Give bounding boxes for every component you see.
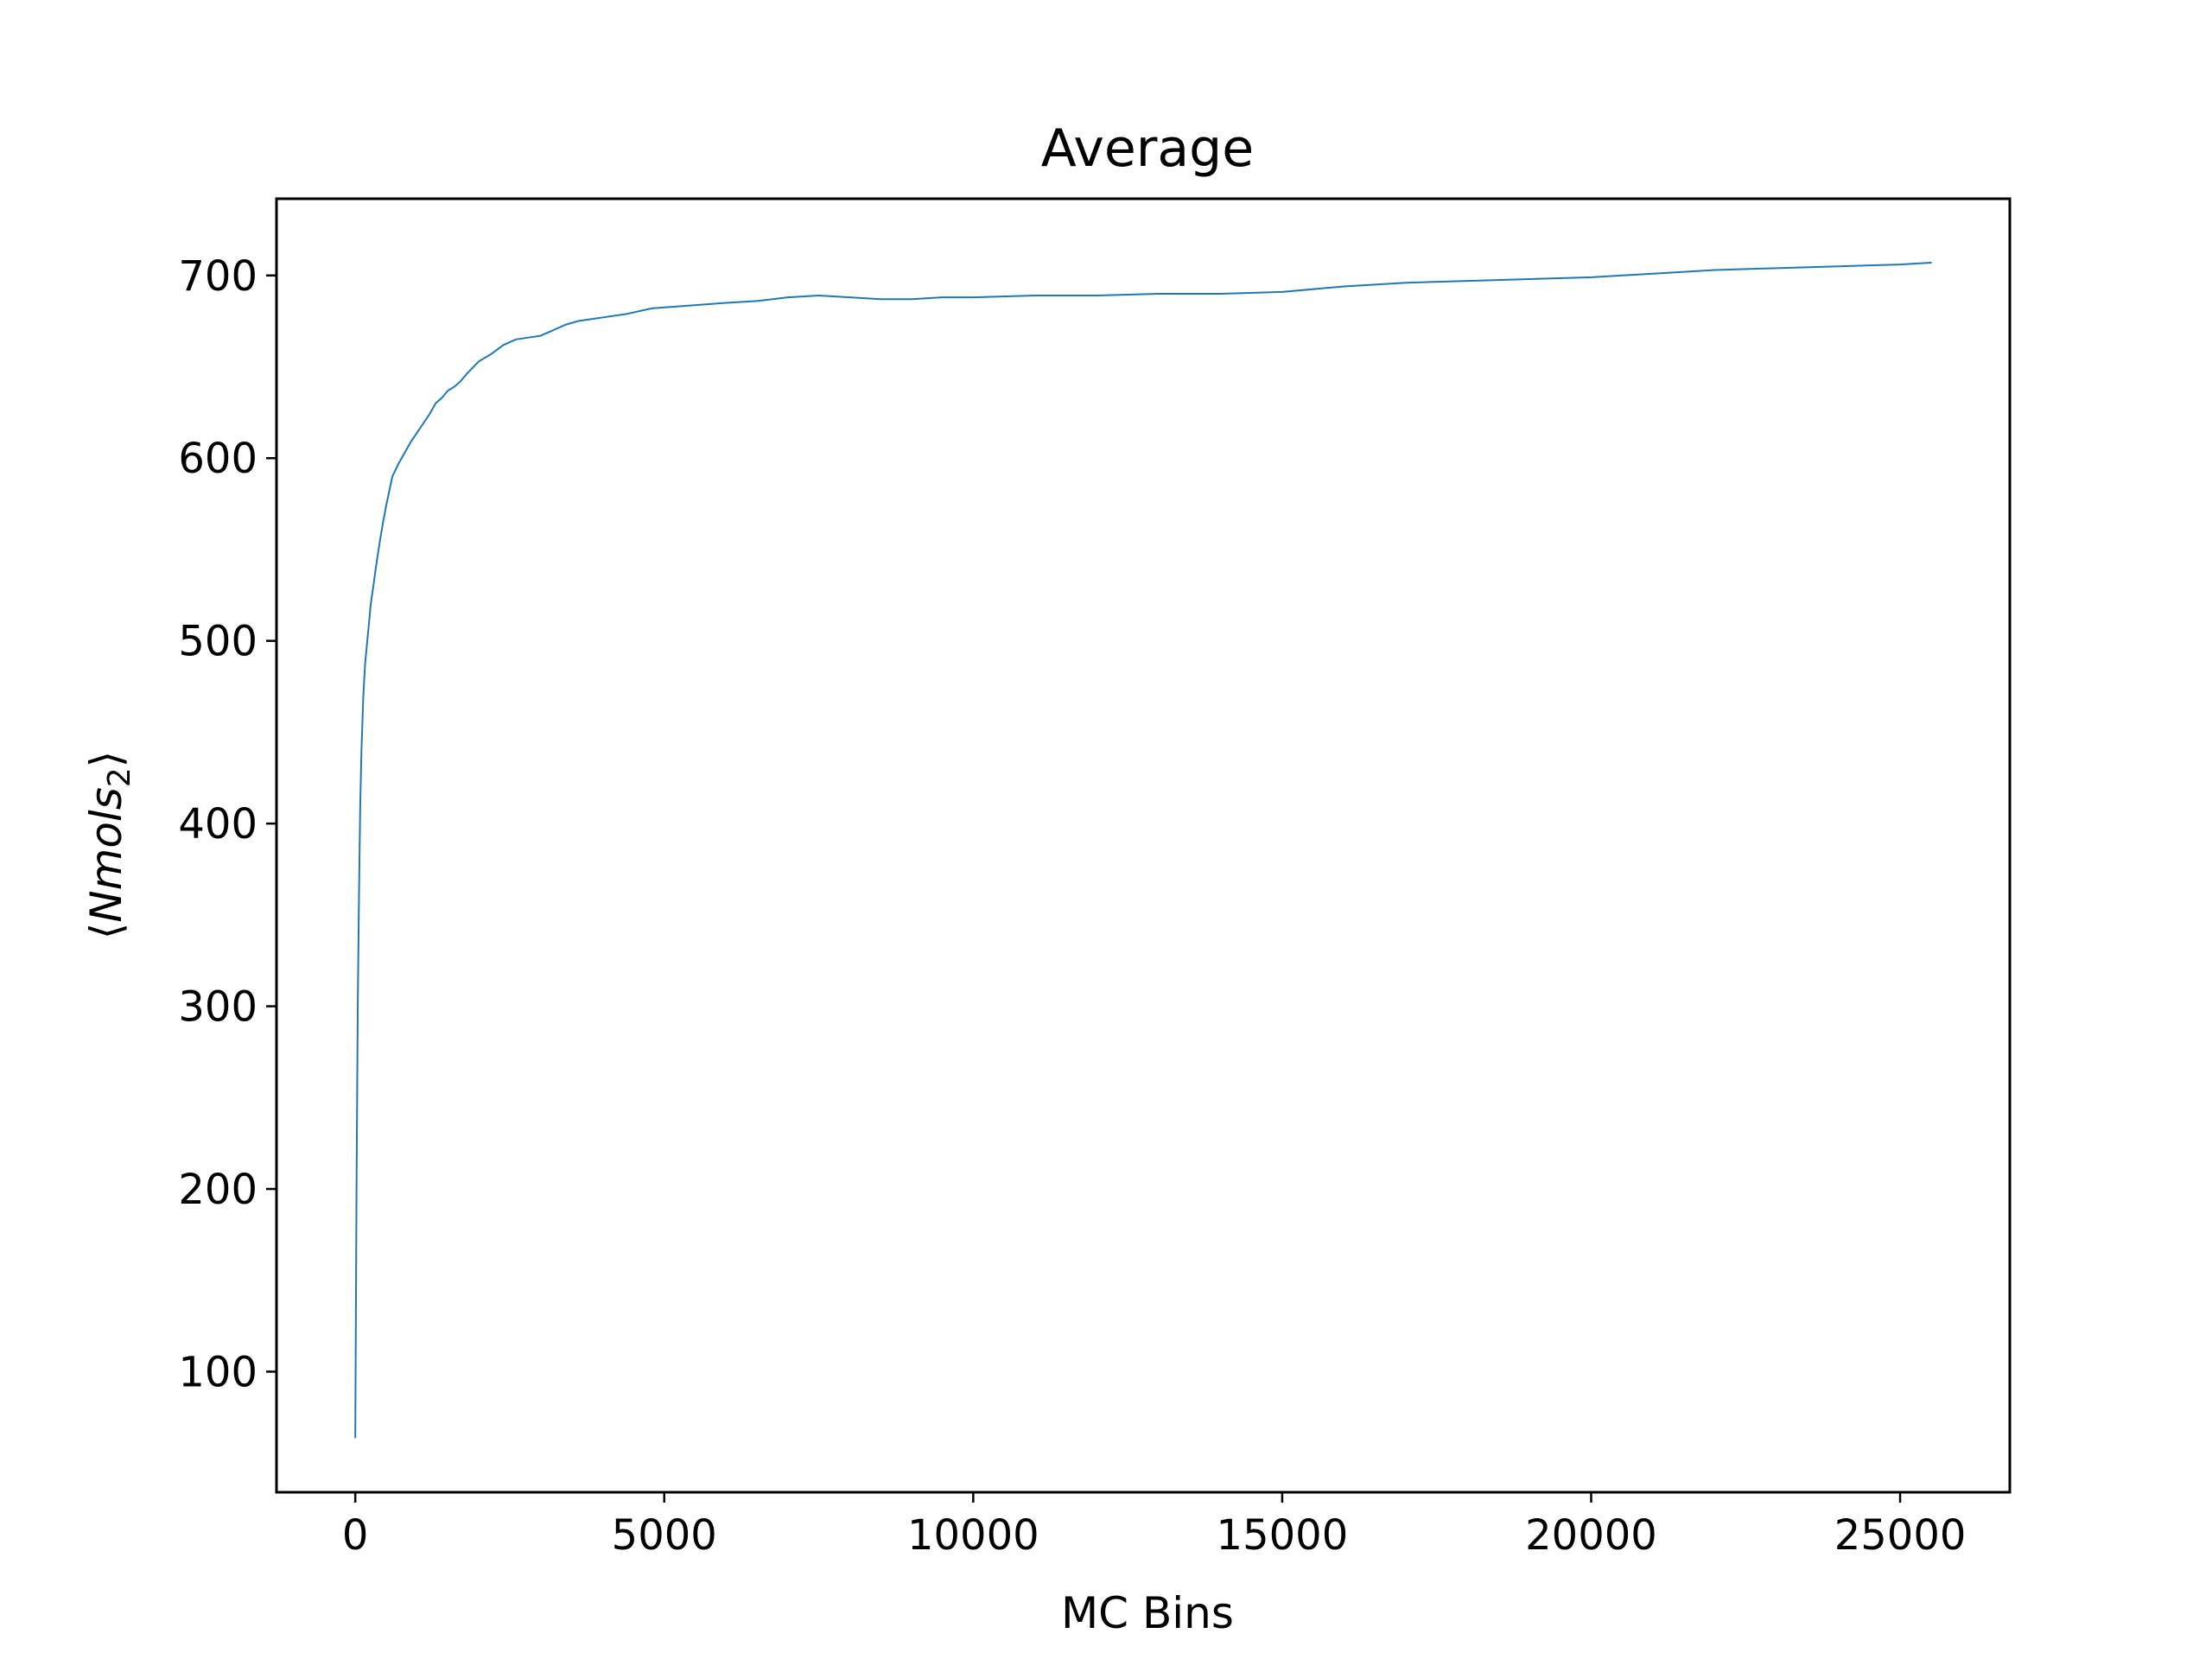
x-axis-label: MC Bins	[1061, 1588, 1234, 1638]
x-tick-label: 0	[342, 1511, 369, 1560]
y-tick-label: 300	[178, 983, 257, 1032]
y-tick-label: 100	[178, 1348, 257, 1396]
y-axis-label-open: ⟨	[81, 923, 131, 940]
series-line	[354, 262, 1932, 1439]
x-tick-label: 10000	[907, 1511, 1039, 1560]
chart-title: Average	[1041, 118, 1254, 179]
y-axis-label-main: Nmols	[81, 787, 131, 923]
y-axis-label-subscript: 2	[102, 767, 137, 787]
x-tick-label: 5000	[612, 1511, 717, 1560]
plot-frame	[275, 197, 2012, 1494]
x-tick-label: 20000	[1525, 1511, 1657, 1560]
x-tick-label: 15000	[1217, 1511, 1349, 1560]
y-axis-label-close: ⟩	[81, 751, 131, 768]
y-tick-label: 400	[178, 800, 257, 849]
x-axis: 0 5000 10000 15000 20000 25000	[342, 1492, 1967, 1560]
y-tick-label: 500	[178, 618, 257, 666]
y-tick-label: 700	[178, 252, 257, 301]
y-axis-label: ⟨Nmols2⟩	[81, 751, 137, 940]
y-axis: 100 200 300 400 500 600 700	[178, 252, 276, 1396]
x-tick-label: 25000	[1834, 1511, 1967, 1560]
y-tick-label: 600	[178, 435, 257, 483]
series-layer	[354, 262, 1932, 1439]
y-tick-label: 200	[178, 1166, 257, 1214]
